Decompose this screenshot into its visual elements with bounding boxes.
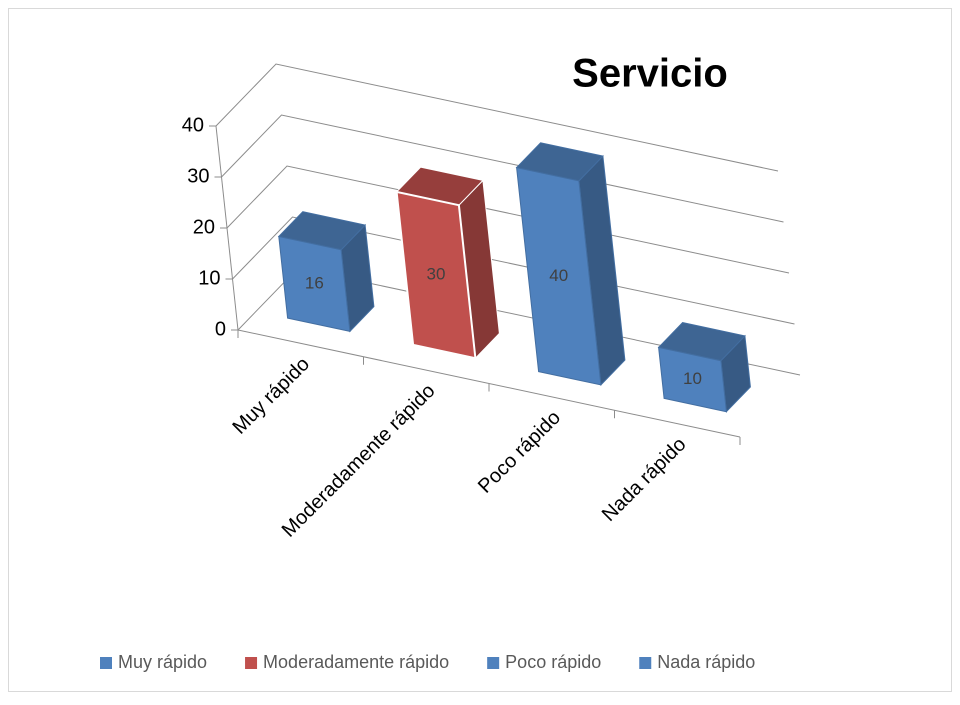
bar-front [658,346,727,413]
legend-label: Muy rápido [118,652,207,672]
bar [515,142,626,387]
bar [657,322,751,413]
grid-line [226,165,790,274]
data-label: 40 [549,266,568,285]
y-axis [215,125,239,331]
y-tick-label: 30 [187,165,209,187]
bar-front [516,166,602,386]
bar-front [278,235,351,333]
legend-marker [245,657,258,669]
chart-title: Servicio [572,52,728,96]
grid-line [221,114,784,223]
y-tick-label: 0 [215,318,226,340]
y-tick-label: 10 [198,267,220,289]
data-label: 16 [305,273,324,292]
data-label: 30 [427,265,446,284]
bar [277,211,375,333]
legend-label: Nada rápido [657,652,755,672]
legend-label: Poco rápido [505,652,601,672]
grid-line [232,216,795,325]
legend-marker [100,657,112,669]
legend-label: Moderadamente rápido [263,652,449,672]
bar-front [395,190,477,360]
y-tick-label: 40 [182,114,204,136]
grid-line [215,63,779,172]
legend-marker [639,657,652,669]
bar [395,166,500,360]
legend-marker [487,657,500,669]
data-label: 10 [683,369,702,388]
y-tick-label: 20 [193,216,215,238]
